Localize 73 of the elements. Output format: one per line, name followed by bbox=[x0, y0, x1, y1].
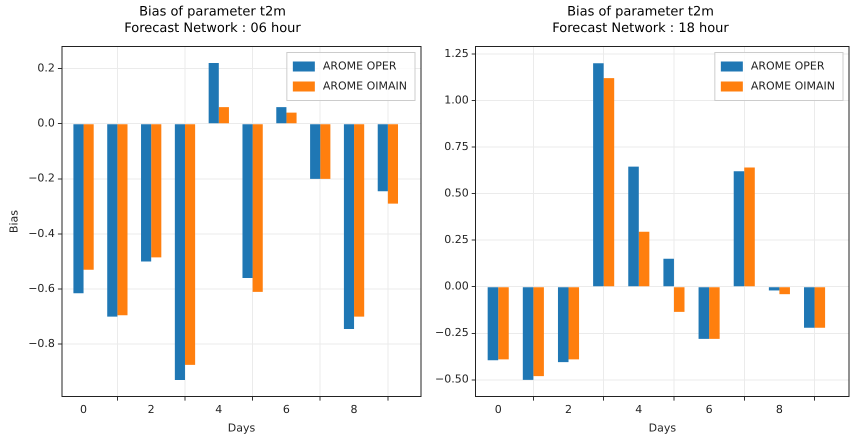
bar bbox=[734, 171, 744, 286]
x-tick-label: 4 bbox=[635, 403, 642, 416]
bar bbox=[344, 124, 354, 330]
chart-title: Bias of parameter t2m Forecast Network : 06 hour bbox=[124, 4, 302, 36]
bar bbox=[779, 287, 790, 294]
y-tick-label: 0.00 bbox=[444, 280, 469, 293]
x-tick-label: 2 bbox=[148, 403, 155, 416]
bar bbox=[388, 124, 398, 204]
y-tick-label: 1.00 bbox=[444, 93, 469, 106]
bar bbox=[218, 107, 229, 124]
bar bbox=[320, 124, 330, 179]
bar bbox=[107, 124, 118, 317]
x-tick-label: 2 bbox=[565, 403, 572, 416]
y-tick-label: −0.50 bbox=[434, 372, 469, 386]
y-tick-label: −0.6 bbox=[28, 282, 55, 295]
x-tick-label: 6 bbox=[706, 403, 713, 416]
bar bbox=[378, 124, 388, 192]
bar bbox=[663, 258, 674, 286]
chart-title: Bias of parameter t2m Forecast Network : 18 hour bbox=[552, 4, 730, 36]
y-tick-label: −0.2 bbox=[28, 172, 55, 185]
y-tick-label: −0.4 bbox=[28, 226, 55, 240]
y-tick-label: 1.25 bbox=[444, 46, 469, 60]
x-tick-label: 0 bbox=[494, 403, 502, 416]
bar bbox=[498, 287, 509, 360]
bar bbox=[84, 124, 94, 270]
bar bbox=[709, 287, 720, 339]
bar bbox=[141, 124, 152, 262]
bar bbox=[744, 168, 755, 286]
bar bbox=[628, 166, 639, 286]
bar bbox=[208, 63, 219, 124]
bar bbox=[73, 124, 84, 294]
y-tick-label: 0.75 bbox=[444, 140, 469, 153]
bar bbox=[242, 124, 253, 278]
bar bbox=[310, 124, 320, 179]
bar bbox=[558, 287, 569, 362]
y-tick-label: −0.8 bbox=[28, 337, 55, 350]
legend-label: AROME OIMAIN bbox=[750, 79, 835, 92]
x-tick-label: 6 bbox=[282, 403, 290, 416]
y-tick-label: 0.50 bbox=[444, 186, 469, 200]
bar bbox=[488, 287, 498, 360]
bar bbox=[674, 287, 684, 312]
y-tick-label: 0.25 bbox=[444, 233, 469, 246]
y-tick-label: 0.0 bbox=[37, 116, 55, 130]
y-axis-title: Bias bbox=[7, 210, 20, 234]
x-axis-title: Days bbox=[228, 421, 256, 434]
bar bbox=[698, 287, 710, 339]
bar bbox=[276, 107, 286, 124]
x-tick-label: 8 bbox=[776, 403, 783, 416]
bar bbox=[814, 287, 826, 328]
bar bbox=[286, 112, 297, 124]
bar bbox=[638, 232, 650, 286]
bar bbox=[804, 287, 815, 328]
bar bbox=[522, 287, 534, 380]
x-tick-label: 0 bbox=[80, 403, 88, 416]
x-axis-title: Days bbox=[648, 421, 676, 434]
bar bbox=[768, 287, 780, 290]
bar bbox=[117, 124, 128, 316]
bar bbox=[593, 63, 604, 286]
legend-label: AROME OPER bbox=[322, 59, 397, 72]
legend-label: AROME OIMAIN bbox=[322, 79, 407, 92]
y-tick-label: −0.25 bbox=[434, 326, 469, 340]
bar bbox=[568, 287, 580, 360]
bar bbox=[252, 124, 263, 292]
bar bbox=[604, 78, 614, 286]
bar bbox=[354, 124, 364, 317]
bar bbox=[184, 124, 196, 365]
legend-label: AROME OPER bbox=[750, 59, 825, 72]
y-tick-label: 0.2 bbox=[37, 61, 55, 74]
x-tick-label: 4 bbox=[215, 403, 222, 416]
bar bbox=[174, 124, 185, 380]
bar bbox=[151, 124, 162, 258]
bar bbox=[533, 287, 544, 376]
x-tick-label: 8 bbox=[350, 403, 358, 416]
